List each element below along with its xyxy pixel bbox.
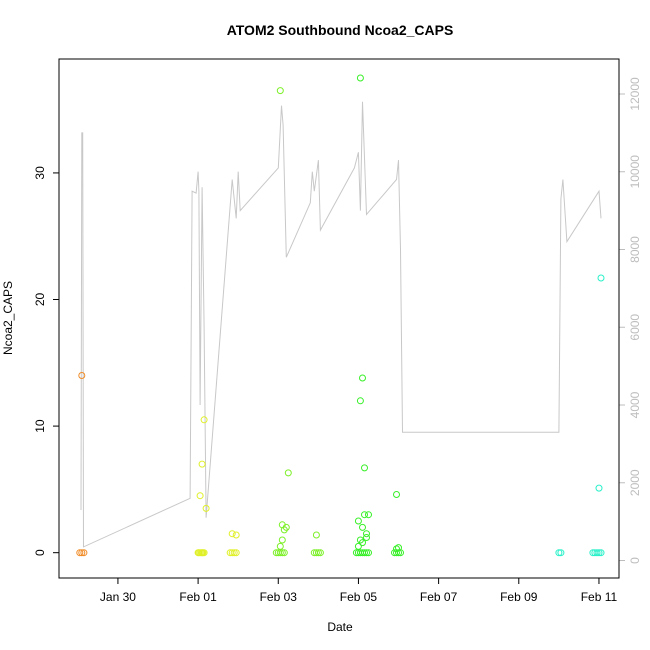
data-point	[359, 539, 366, 547]
y-tick-label: 30	[33, 166, 47, 180]
y-axis-label: Ncoa2_CAPS	[1, 281, 15, 355]
data-point	[361, 511, 368, 519]
data-point	[80, 549, 88, 557]
data-point	[359, 374, 366, 382]
data-point	[278, 536, 286, 544]
data-point	[361, 549, 368, 557]
y-tick-label: 10	[33, 419, 47, 433]
data-point	[276, 87, 284, 95]
y2-tick-label: 2000	[628, 469, 642, 496]
y2-tick-label: 12000	[628, 77, 642, 111]
data-point	[363, 534, 370, 541]
data-point	[78, 549, 86, 557]
data-point	[593, 549, 601, 557]
data-point	[230, 549, 238, 557]
data-point	[278, 549, 286, 557]
data-point	[597, 549, 605, 557]
data-point	[198, 460, 206, 468]
data-points-layer	[76, 74, 605, 557]
data-point	[276, 542, 284, 550]
y-tick-label: 20	[33, 293, 47, 307]
data-point	[595, 484, 603, 492]
x-axis-label: Date	[327, 620, 353, 634]
data-point	[557, 549, 565, 557]
data-point	[314, 549, 322, 557]
x-tick-label: Feb 09	[500, 590, 538, 604]
y2-tick-label: 8000	[628, 236, 642, 263]
data-point	[282, 523, 290, 531]
data-point	[361, 464, 368, 472]
chart-title: ATOM2 Southbound Ncoa2_CAPS	[227, 22, 454, 38]
data-point	[312, 549, 320, 557]
axes-layer: Jan 30 Feb 01 Feb 03 Feb 05 Feb 07 Feb 09 Feb …	[33, 77, 642, 604]
data-point	[228, 530, 236, 538]
data-point	[200, 549, 208, 557]
data-point	[359, 523, 366, 531]
y2-tick-label: 10000	[628, 155, 642, 189]
plot-frame	[58, 58, 620, 579]
data-point	[200, 416, 208, 424]
y2-tick-label: 6000	[628, 314, 642, 341]
x-tick-label: Feb 01	[179, 590, 217, 604]
data-point	[363, 549, 370, 557]
y2-tick-label: 0	[628, 557, 642, 564]
data-point	[395, 549, 402, 557]
data-point	[555, 549, 563, 557]
data-point	[395, 544, 402, 552]
x-tick-label: Feb 05	[340, 590, 378, 604]
data-point	[232, 531, 240, 539]
data-point	[356, 74, 364, 82]
data-point	[76, 549, 84, 557]
x-tick-label: Feb 03	[260, 590, 298, 604]
data-point	[354, 517, 362, 525]
data-point	[232, 549, 240, 557]
data-point	[316, 549, 324, 557]
secondary-series-line	[80, 101, 602, 548]
x-tick-label: Feb 11	[581, 590, 618, 604]
data-point	[228, 549, 236, 557]
data-point	[595, 549, 603, 557]
data-point	[78, 372, 86, 379]
data-point	[312, 531, 320, 539]
secondary-line-layer	[80, 101, 602, 548]
x-tick-label: Jan 30	[100, 590, 136, 604]
data-point	[365, 511, 372, 519]
data-point	[393, 491, 400, 498]
y-tick-label: 0	[33, 549, 47, 556]
data-point	[393, 545, 400, 553]
data-point	[363, 530, 370, 538]
data-point	[356, 397, 364, 405]
y2-tick-label: 4000	[628, 391, 642, 418]
data-point	[354, 542, 362, 550]
data-point	[196, 492, 204, 500]
data-point	[202, 504, 210, 512]
data-point	[284, 469, 292, 477]
data-point	[597, 274, 605, 282]
data-point	[280, 549, 288, 557]
data-point	[365, 549, 372, 557]
x-tick-label: Feb 07	[420, 590, 458, 604]
